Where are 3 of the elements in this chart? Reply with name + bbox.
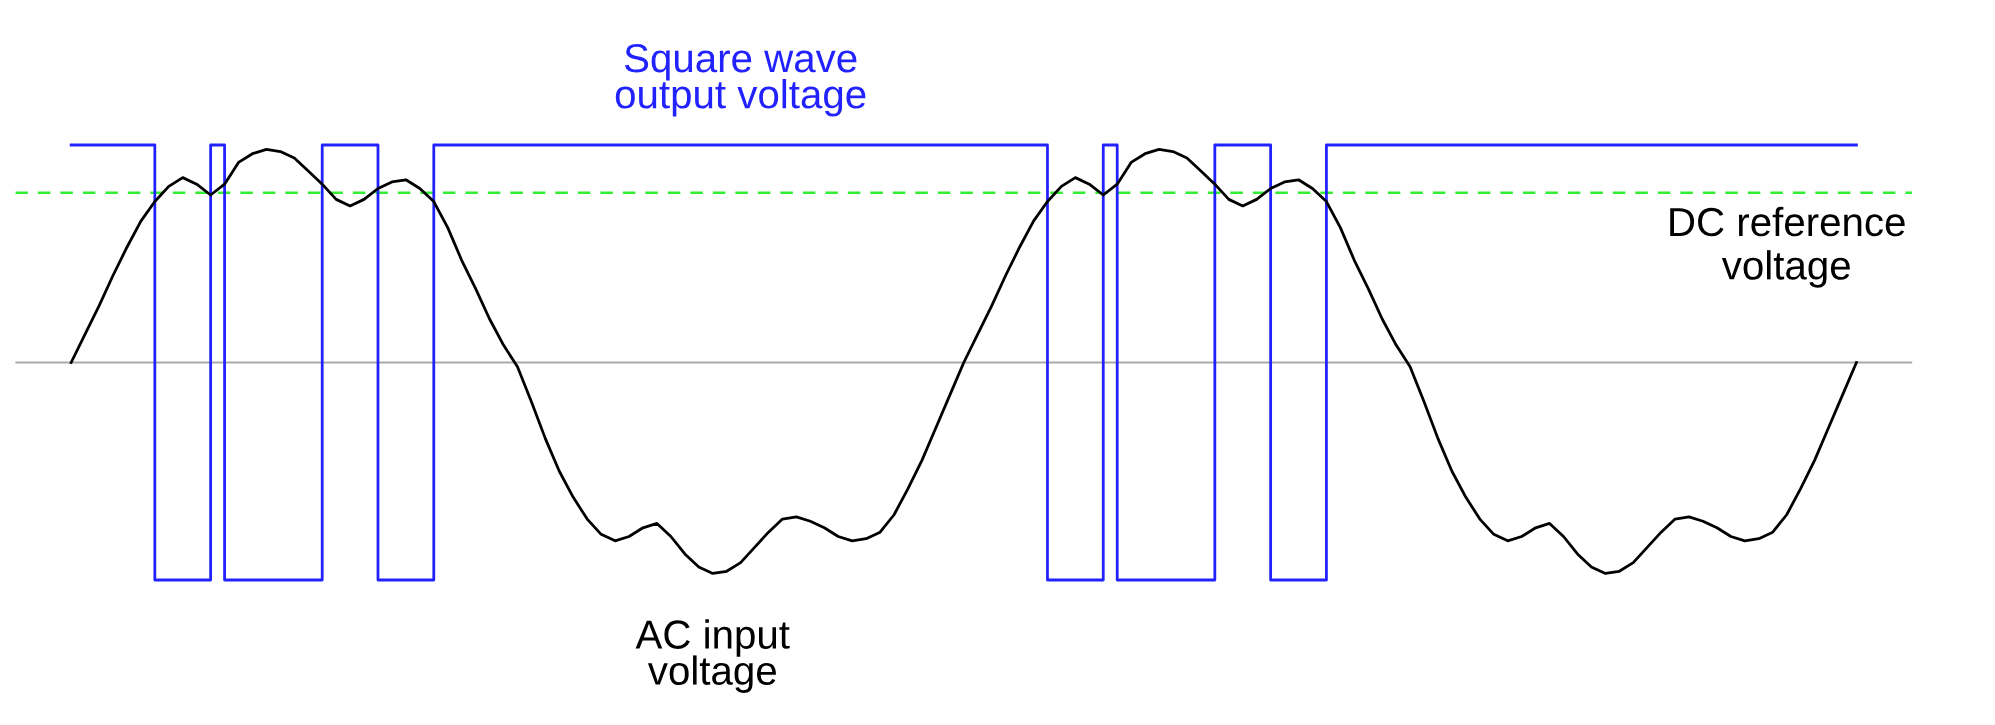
series-label: Square wave output voltage [615,44,866,117]
series-label: AC input voltage [635,619,790,693]
ref-line-label: DC reference voltage [1670,206,1905,288]
